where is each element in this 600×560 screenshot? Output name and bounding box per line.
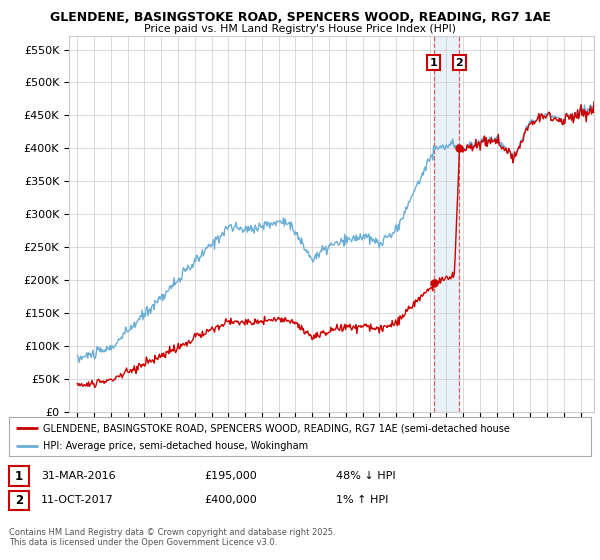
Text: Price paid vs. HM Land Registry's House Price Index (HPI): Price paid vs. HM Land Registry's House … bbox=[144, 24, 456, 34]
Text: GLENDENE, BASINGSTOKE ROAD, SPENCERS WOOD, READING, RG7 1AE: GLENDENE, BASINGSTOKE ROAD, SPENCERS WOO… bbox=[50, 11, 550, 24]
Text: HPI: Average price, semi-detached house, Wokingham: HPI: Average price, semi-detached house,… bbox=[43, 441, 308, 451]
Text: 1% ↑ HPI: 1% ↑ HPI bbox=[336, 495, 388, 505]
Text: 31-MAR-2016: 31-MAR-2016 bbox=[41, 471, 115, 481]
Text: £195,000: £195,000 bbox=[204, 471, 257, 481]
Text: 2: 2 bbox=[15, 493, 23, 507]
Text: 1: 1 bbox=[430, 58, 437, 68]
Bar bbox=[434, 36, 460, 412]
Text: 11-OCT-2017: 11-OCT-2017 bbox=[41, 495, 113, 505]
Text: Contains HM Land Registry data © Crown copyright and database right 2025.
This d: Contains HM Land Registry data © Crown c… bbox=[9, 528, 335, 547]
Text: £400,000: £400,000 bbox=[204, 495, 257, 505]
Text: 1: 1 bbox=[15, 469, 23, 483]
Text: 48% ↓ HPI: 48% ↓ HPI bbox=[336, 471, 395, 481]
Text: GLENDENE, BASINGSTOKE ROAD, SPENCERS WOOD, READING, RG7 1AE (semi-detached house: GLENDENE, BASINGSTOKE ROAD, SPENCERS WOO… bbox=[43, 423, 509, 433]
Text: 2: 2 bbox=[455, 58, 463, 68]
